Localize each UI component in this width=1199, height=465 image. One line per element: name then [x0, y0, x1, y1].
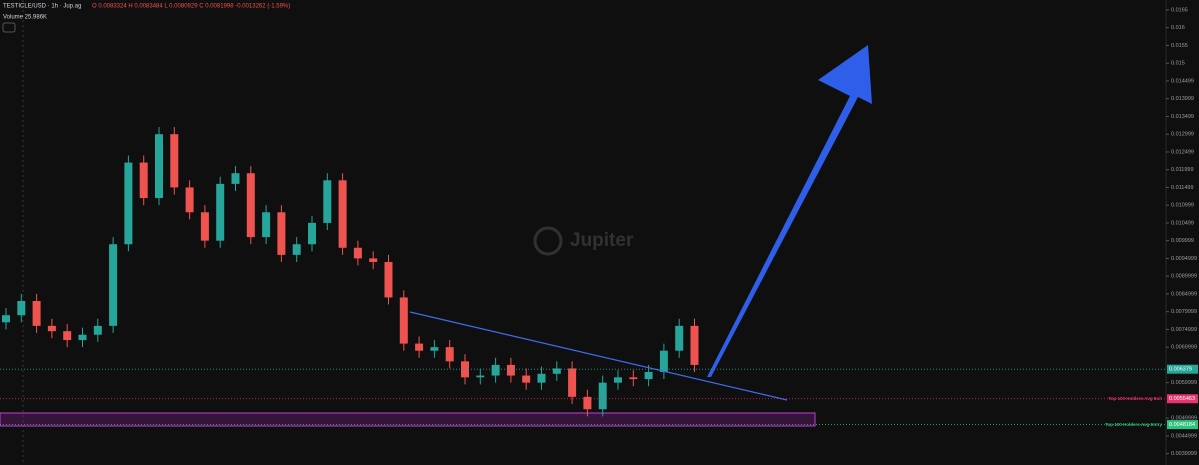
candle-body — [415, 343, 424, 351]
watermark-text: Jupiter — [570, 230, 634, 251]
candle-body — [430, 347, 439, 351]
candle-body — [369, 258, 378, 262]
y-tick-label: 0.009999 — [1171, 238, 1194, 244]
candle-body — [598, 382, 607, 410]
price-label-box — [1167, 420, 1198, 430]
candle-body — [124, 162, 133, 245]
y-tick-label: 0.0094999 — [1171, 256, 1197, 262]
watermark: Jupiter — [533, 226, 634, 256]
candle-body — [629, 377, 638, 380]
y-tick-label: 0.0039999 — [1171, 451, 1197, 457]
candle-body — [246, 173, 255, 238]
candle-body — [690, 325, 699, 365]
y-tick-label: 0.0049999 — [1171, 416, 1197, 422]
candle-body — [353, 247, 362, 259]
collapse-button[interactable] — [2, 22, 16, 33]
candle-body — [63, 331, 72, 341]
candle-body — [308, 222, 316, 245]
candle-body — [445, 347, 454, 362]
y-tick-label: 0.011499 — [1171, 185, 1194, 191]
candle-body — [2, 315, 10, 323]
y-tick-label: 0.0089999 — [1171, 274, 1197, 280]
watermark-logo — [533, 226, 563, 256]
candle-body — [384, 261, 393, 298]
y-tick-label: 0.0044999 — [1171, 433, 1197, 439]
candle-body — [491, 364, 500, 376]
plot — [2, 127, 699, 417]
candle-body — [476, 375, 485, 378]
candle-body — [292, 244, 301, 255]
candle-body — [216, 183, 225, 241]
price-label: 0.0048184 — [1169, 422, 1195, 428]
candle-body — [231, 173, 240, 184]
candle-body — [32, 301, 41, 326]
candle-body — [155, 134, 163, 199]
arrow — [707, 45, 872, 377]
price-line-name: Top 100 Holders Avg Entry — [1105, 422, 1162, 427]
candle-body — [568, 368, 577, 397]
candle-body — [262, 212, 271, 238]
y-tick-label: 0.0165 — [1171, 7, 1188, 13]
candle-body — [675, 325, 684, 351]
candle-body — [47, 325, 56, 332]
candle-body — [170, 134, 179, 188]
candle-body — [185, 187, 194, 213]
candle-body — [644, 372, 653, 380]
price-label: 0.006379 — [1169, 367, 1192, 373]
symbol: TESTICLE/USD · 1h · Jup.ag — [3, 4, 81, 10]
candle-body — [522, 375, 531, 383]
candle-body — [17, 301, 26, 316]
y-tick-label: 0.014499 — [1171, 78, 1194, 84]
zone-box — [0, 412, 816, 427]
price-line-name: Top 100 Holders Avg Exit — [1108, 396, 1162, 401]
y-tick-label: 0.0074999 — [1171, 327, 1197, 333]
y-tick-label: 0.013999 — [1171, 96, 1194, 102]
y-tick-label: 0.012999 — [1171, 132, 1194, 138]
candle-body — [583, 396, 592, 410]
y-tick-label: 0.010499 — [1171, 220, 1194, 226]
price-label-box — [1167, 394, 1198, 404]
y-tick-label: 0.016 — [1171, 25, 1185, 31]
y-tick-label: 0.012499 — [1171, 149, 1194, 155]
candle-body — [277, 212, 286, 255]
y-tick-label: 0.011999 — [1171, 167, 1194, 173]
y-tick-label: 0.015 — [1171, 61, 1185, 67]
y-tick-label: 0.0059999 — [1171, 380, 1197, 386]
ohlc: O 0.0083324 H 0.0083484 L 0.0080929 C 0.… — [92, 4, 290, 10]
price-label: 0.0055463 — [1169, 396, 1195, 402]
y-tick-label: 0.0084999 — [1171, 291, 1197, 297]
candle-body — [399, 297, 408, 344]
y-tick-label: 0.013499 — [1171, 114, 1194, 120]
candle-body — [614, 377, 622, 383]
candle-body — [109, 244, 118, 326]
candle-body — [338, 180, 347, 248]
volume-label: Volume 25.986K — [3, 15, 47, 21]
y-tick-label: 0.0069999 — [1171, 345, 1197, 351]
candle-body — [93, 325, 102, 335]
candle-body — [323, 180, 332, 223]
y-tick-label: 0.0079999 — [1171, 309, 1197, 315]
candle-body — [78, 334, 87, 341]
candle-body — [200, 212, 209, 241]
candle-body — [139, 162, 148, 199]
price-label-box — [1167, 364, 1198, 374]
y-tick-label: 0.0155 — [1171, 43, 1188, 49]
candle-body — [552, 368, 561, 374]
trend-line — [409, 311, 788, 401]
candle-body — [537, 373, 546, 383]
candle-body — [506, 364, 515, 376]
candle-body — [659, 350, 668, 372]
y-tick-label: 0.010999 — [1171, 203, 1194, 209]
